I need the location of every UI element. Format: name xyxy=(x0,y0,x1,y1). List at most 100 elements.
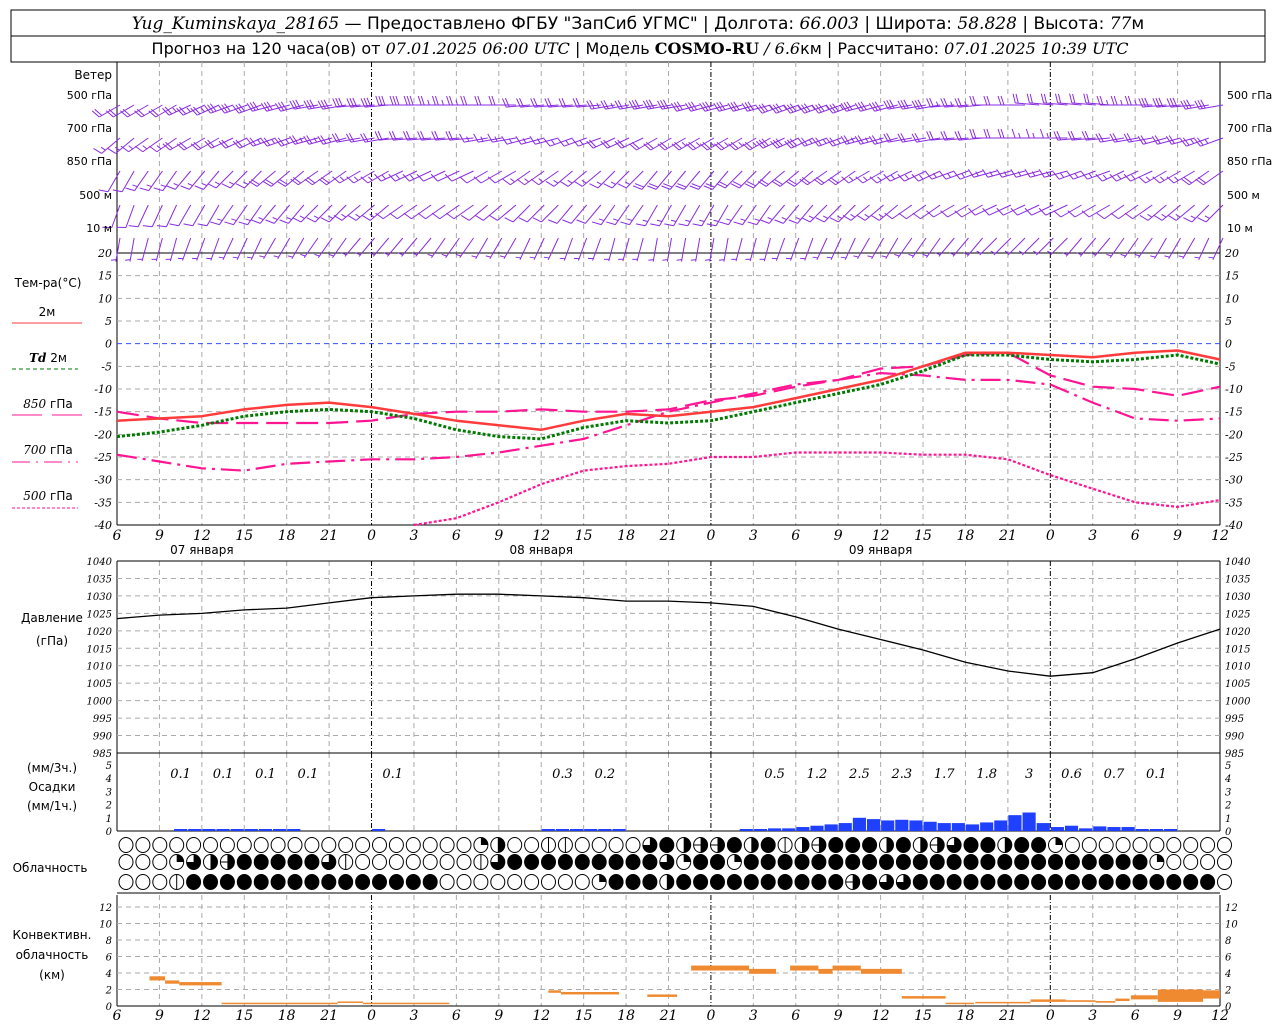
barb-half-feather xyxy=(642,219,648,222)
barb-feather xyxy=(788,179,798,185)
precip-3h-sum: 3 xyxy=(1025,767,1033,782)
barb-staff xyxy=(277,237,291,260)
barb-half-feather xyxy=(1106,99,1109,106)
barb-staff xyxy=(512,204,531,223)
x-tick-label: 3 xyxy=(749,528,758,544)
barb-staff xyxy=(844,237,856,260)
barb-feather xyxy=(1109,133,1115,143)
cloud-circle xyxy=(1031,854,1047,870)
barb-feather xyxy=(1026,93,1030,104)
barb-half-feather xyxy=(1190,138,1195,144)
barb-staff xyxy=(749,237,757,262)
barb-feather xyxy=(789,138,797,146)
wind-barb xyxy=(772,170,800,187)
barb-feather xyxy=(221,139,229,148)
temp-tick-left: -35 xyxy=(94,496,112,509)
barb-feather xyxy=(518,217,528,223)
cloud-symbol xyxy=(1166,854,1182,870)
precip-3h-sum: 0.1 xyxy=(170,767,191,782)
barb-half-feather xyxy=(836,138,841,144)
barb-feather xyxy=(317,100,324,110)
barb-feather xyxy=(969,128,974,139)
barb-feather xyxy=(983,95,988,106)
barb-feather xyxy=(547,97,553,108)
barb-feather xyxy=(249,137,257,146)
temp-tick-left: 5 xyxy=(105,315,112,328)
precip-bar xyxy=(937,823,951,831)
cloud-circle xyxy=(929,854,945,870)
cloud-circle xyxy=(338,874,354,890)
barb-staff xyxy=(835,170,856,186)
barb-half-feather xyxy=(1032,132,1035,139)
wind-barb xyxy=(642,99,672,110)
x-tick-label-bottom: 6 xyxy=(452,1008,461,1024)
barb-staff xyxy=(1071,137,1096,141)
barb-feather xyxy=(1197,217,1207,223)
barb-half-feather xyxy=(217,218,223,222)
wind-barb xyxy=(574,170,602,187)
barb-half-feather xyxy=(713,219,719,222)
wind-barb xyxy=(355,237,375,257)
wind-barb xyxy=(430,170,460,182)
conv-title-2: облачность xyxy=(16,948,89,962)
barb-staff xyxy=(1123,237,1139,258)
barb-feather xyxy=(292,176,302,184)
barb-staff xyxy=(655,170,672,190)
barb-half-feather xyxy=(273,255,279,258)
wind-barb xyxy=(1095,133,1125,143)
barb-staff xyxy=(625,170,644,189)
barb-staff xyxy=(885,237,899,260)
barb-feather xyxy=(431,95,436,106)
cloud-symbol xyxy=(760,854,776,870)
barb-feather xyxy=(589,100,595,109)
cloud-half xyxy=(920,837,928,853)
wind-barb xyxy=(855,170,884,184)
cloud-circle xyxy=(743,874,759,890)
barb-feather xyxy=(760,179,769,185)
barb-feather xyxy=(190,143,199,151)
precip-3h-sum: 2.3 xyxy=(890,767,912,782)
cloud-symbol xyxy=(726,874,742,890)
barb-staff xyxy=(101,137,121,154)
barb-half-feather xyxy=(553,179,559,184)
barb-feather xyxy=(218,140,226,149)
barb-staff xyxy=(127,104,149,118)
cloud-symbol xyxy=(828,854,844,870)
barb-feather xyxy=(91,110,100,118)
barb-staff xyxy=(229,170,248,189)
temp-tick-right: -10 xyxy=(1225,383,1243,396)
cloud-symbol xyxy=(439,854,455,870)
barb-half-feather xyxy=(853,255,859,258)
cloud-circle xyxy=(1217,854,1232,870)
barb-half-feather xyxy=(1204,138,1209,144)
barb-staff xyxy=(659,204,672,227)
barb-feather xyxy=(430,173,438,182)
precip-3h-sum: 0.7 xyxy=(1104,767,1125,782)
barb-staff xyxy=(211,137,234,149)
wind-barb xyxy=(1123,133,1153,143)
barb-feather xyxy=(786,139,795,148)
barb-half-feather xyxy=(754,218,760,222)
barb-half-feather xyxy=(878,213,884,218)
conv-cloud-bar xyxy=(1030,999,1066,1002)
cloud-circle xyxy=(388,837,404,853)
barb-feather xyxy=(107,148,117,154)
barb-staff xyxy=(1060,204,1082,218)
barb-feather xyxy=(685,143,694,151)
wind-barb xyxy=(573,237,588,261)
cloud-circle xyxy=(828,854,844,870)
barb-staff xyxy=(155,237,163,262)
wind-barb xyxy=(347,204,375,221)
barb-staff xyxy=(1170,104,1195,108)
x-tick-label-bottom: 18 xyxy=(617,1008,635,1024)
barb-staff xyxy=(576,104,601,108)
barb-feather xyxy=(886,133,892,142)
wind-barb xyxy=(265,204,291,224)
cloud-half xyxy=(802,837,810,853)
barb-staff xyxy=(776,137,799,149)
barb-staff xyxy=(647,104,672,110)
barb-feather xyxy=(434,95,439,106)
x-tick-label: 15 xyxy=(235,528,253,544)
wind-barb xyxy=(287,237,305,260)
barb-feather xyxy=(306,176,316,184)
